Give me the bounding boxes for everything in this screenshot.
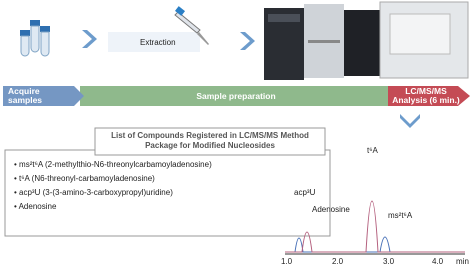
peak-label: Adenosine: [312, 205, 350, 214]
x-tick-label: 1.0: [281, 257, 293, 266]
arrow: [82, 30, 97, 48]
trace: [285, 200, 465, 253]
list-item: • t⁶A (N6-threonyl-carbamoyladenosine): [14, 174, 155, 183]
lcms-instrument: [264, 1, 469, 80]
stage-label: Sample preparation: [196, 91, 276, 101]
stage-label: Acquire samples: [8, 86, 43, 105]
x-tick-label: 2.0: [332, 257, 344, 266]
list-item-text: Adenosine: [18, 202, 57, 211]
x-unit-label: min: [456, 257, 469, 266]
compound-list: • ms²t⁶A (2-methylthio-N6-threonylcarbam…: [14, 160, 324, 216]
stage-box: [3, 86, 84, 106]
x-tick-label: 4.0: [432, 257, 444, 266]
list-item-text: ms²t⁶A (2-methylthio-N6-threonylcarbamoy…: [19, 160, 212, 169]
peak-label: ms²t⁶A: [388, 211, 413, 220]
list-title-box: [94, 127, 326, 156]
arrow: [400, 114, 420, 128]
list-box: [4, 149, 331, 237]
stage-label: LC/MS/MS Analysis (6 min.): [392, 86, 460, 105]
extraction-box: [108, 32, 200, 52]
vials-icon: [20, 20, 50, 57]
peak-label: acp³U: [294, 188, 316, 197]
peak-label: t⁶A: [367, 146, 378, 155]
list-item: • Adenosine: [14, 202, 57, 211]
chromatogram: [285, 200, 465, 255]
arrow: [240, 32, 255, 50]
x-tick-label: 3.0: [383, 257, 395, 266]
pipette-icon: [174, 6, 209, 45]
list-title: List of Compounds Registered in LC/MS/MS…: [111, 131, 309, 150]
stage-band: [80, 86, 392, 106]
list-item-text: acp³U (3-(3-amino-3-carboxypropyl)uridin…: [19, 188, 173, 197]
list-item: • acp³U (3-(3-amino-3-carboxypropyl)urid…: [14, 188, 173, 197]
extraction-label: Extraction: [140, 38, 176, 47]
list-item-text: t⁶A (N6-threonyl-carbamoyladenosine): [19, 174, 155, 183]
list-item: • ms²t⁶A (2-methylthio-N6-threonylcarbam…: [14, 160, 212, 169]
stage-box: [388, 86, 470, 106]
